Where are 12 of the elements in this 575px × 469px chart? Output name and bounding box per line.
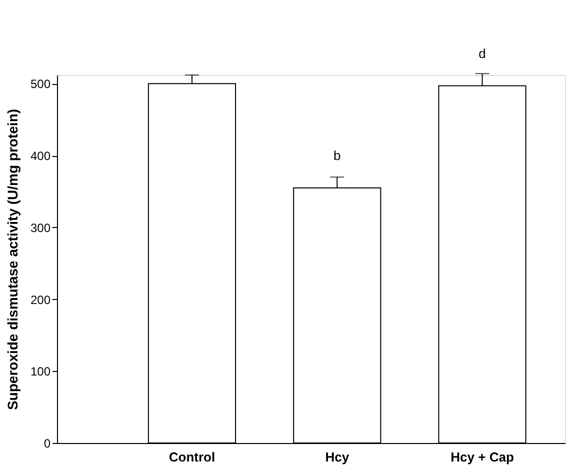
y-tick-label: 300 [30,220,51,235]
x-tick-label: Hcy + Cap [450,450,514,464]
y-tick-label: 500 [30,77,51,92]
y-tick-label: 0 [44,436,51,450]
y-axis-title: Superoxide dismutase activity (U/mg protein) [4,108,20,410]
y-tick-label: 200 [30,292,51,307]
annotation: d [478,46,486,61]
y-tick-label: 100 [30,364,51,379]
x-tick-label: Control [168,450,216,464]
y-tick-label: 400 [30,149,51,163]
x-tick-label: Hcy [325,450,350,464]
annotation: b [334,148,341,163]
